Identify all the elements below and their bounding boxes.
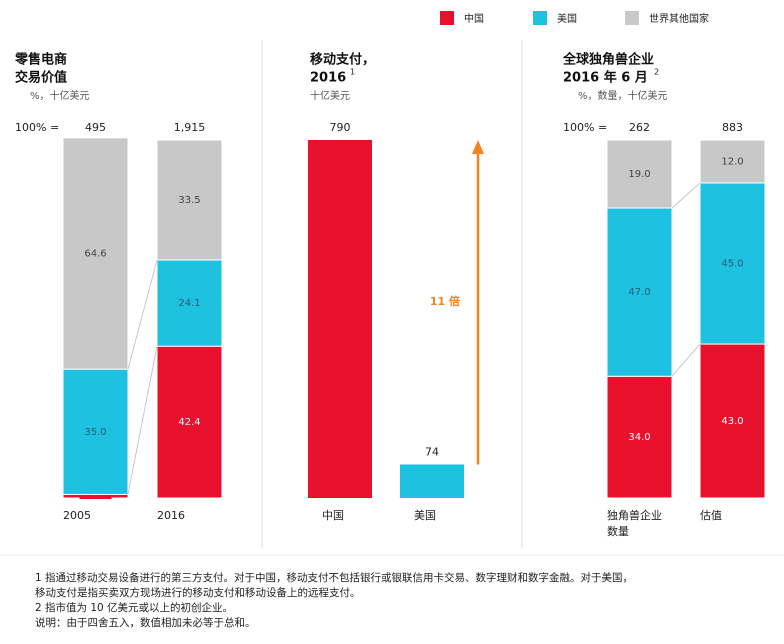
connector bbox=[127, 259, 158, 370]
bar bbox=[400, 464, 464, 498]
value-label: 33.5 bbox=[178, 195, 200, 206]
bar bbox=[308, 140, 372, 498]
x-tick-label: 估值 bbox=[700, 509, 722, 522]
panel-title: 零售电商 bbox=[14, 52, 67, 68]
value-label: 45.0 bbox=[721, 259, 743, 270]
total-label: 883 bbox=[722, 121, 743, 134]
arrow-head bbox=[472, 140, 484, 154]
panel-title: 移动支付， bbox=[310, 52, 375, 68]
bar-segment bbox=[699, 139, 766, 184]
legend-label: 世界其他国家 bbox=[649, 12, 709, 25]
footnote: 移动支付是指买卖双方现场进行的移动支付和移动设备上的远程支付。 bbox=[35, 586, 361, 599]
value-label: 12.0 bbox=[721, 156, 743, 167]
connector bbox=[671, 343, 701, 377]
x-tick-label: 中国 bbox=[322, 509, 344, 522]
panel-title: 2016 年 6 月 bbox=[563, 70, 648, 86]
bar-segment bbox=[62, 368, 129, 495]
panel-title: 交易价值 bbox=[15, 70, 67, 86]
bar-segment bbox=[606, 375, 673, 499]
legend-label: 中国 bbox=[464, 12, 484, 25]
total-prefix: 100% = bbox=[15, 121, 59, 134]
bar-segment bbox=[606, 139, 673, 209]
value-label: 47.0 bbox=[628, 287, 650, 298]
panel-title: 2016 bbox=[310, 71, 346, 86]
value-label: 74 bbox=[425, 445, 439, 458]
value-label: 42.4 bbox=[178, 417, 200, 428]
value-label: 790 bbox=[330, 121, 351, 134]
value-label: 64.6 bbox=[84, 248, 106, 259]
bar-segment bbox=[606, 207, 673, 377]
total-label: 262 bbox=[629, 121, 650, 134]
panel-title: 全球独角兽企业 bbox=[562, 52, 654, 68]
value-label: 35.0 bbox=[84, 427, 106, 438]
connector bbox=[127, 346, 158, 495]
legend-swatch bbox=[533, 11, 547, 25]
value-label: 34.0 bbox=[628, 432, 650, 443]
value-label: 19.0 bbox=[628, 169, 650, 180]
total-label: 1,915 bbox=[174, 121, 206, 134]
annotation: 11 倍 bbox=[430, 294, 460, 308]
x-tick-label: 2005 bbox=[63, 509, 91, 522]
footnote: 说明：由于四舍五入，数值相加未必等于总和。 bbox=[35, 616, 256, 629]
total-label: 495 bbox=[85, 121, 106, 134]
panel-subtitle: %，数量，十亿美元 bbox=[578, 89, 668, 102]
panel-subtitle: 十亿美元 bbox=[310, 89, 350, 102]
bar-segment bbox=[156, 139, 223, 261]
value-label: 24.1 bbox=[178, 298, 200, 309]
title-note: 1 bbox=[350, 68, 355, 77]
total-prefix: 100% = bbox=[563, 121, 607, 134]
panel-subtitle: %，十亿美元 bbox=[30, 89, 90, 102]
footnote: 2 指市值为 10 亿美元或以上的初创企业。 bbox=[35, 601, 233, 614]
x-tick-label: 美国 bbox=[414, 509, 436, 522]
x-tick-label: 独角兽企业数量 bbox=[607, 509, 662, 538]
bar-segment bbox=[62, 137, 129, 370]
legend-swatch bbox=[440, 11, 454, 25]
bar-segment bbox=[156, 259, 223, 347]
legend-swatch bbox=[625, 11, 639, 25]
value-label: 43.0 bbox=[721, 416, 743, 427]
legend-label: 美国 bbox=[557, 12, 577, 25]
bar-segment bbox=[699, 343, 766, 499]
bar-segment bbox=[156, 345, 223, 499]
x-tick-label: 2016 bbox=[157, 509, 185, 522]
footnote: 1 指通过移动交易设备进行的第三方支付。对于中国，移动支付不包括银行或银联信用卡… bbox=[35, 571, 633, 584]
title-note: 2 bbox=[654, 68, 659, 77]
connector bbox=[671, 182, 701, 209]
